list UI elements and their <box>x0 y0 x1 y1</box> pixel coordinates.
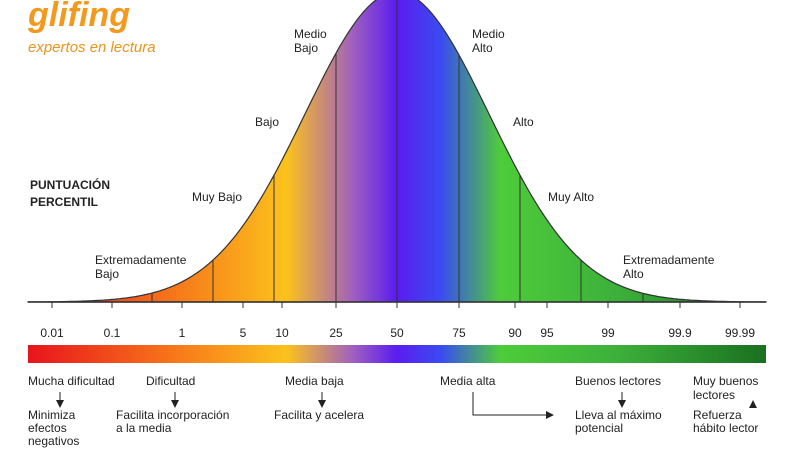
action-label: hábito lector <box>693 421 758 435</box>
band-label: Extremadamente <box>95 253 187 267</box>
band-label: Bajo <box>255 115 279 129</box>
percentile-label: 0.01 <box>40 326 64 340</box>
action-label: efectos <box>28 421 67 435</box>
band-label: Medio <box>294 27 327 41</box>
level-label: Buenos lectores <box>575 374 661 388</box>
action-label: Facilita incorporación <box>116 408 229 422</box>
percentile-label: 99.9 <box>668 326 692 340</box>
level-label: lectores <box>693 388 735 402</box>
level-label: Media alta <box>440 374 496 388</box>
percentile-label: 25 <box>329 326 343 340</box>
level-label: Muy buenos <box>693 374 758 388</box>
level-label: Mucha dificultad <box>28 374 115 388</box>
percentile-label: 99.99 <box>725 326 755 340</box>
logo: glifing <box>27 0 130 34</box>
action-label: Lleva al máximo <box>575 408 662 422</box>
percentile-label: 95 <box>540 326 554 340</box>
percentile-label: 75 <box>452 326 466 340</box>
arrow <box>472 392 554 419</box>
percentile-label: 99 <box>601 326 615 340</box>
action-label: potencial <box>575 421 623 435</box>
band-label: Bajo <box>95 267 119 281</box>
action-label: Refuerza <box>693 408 742 422</box>
color-bar <box>28 345 766 363</box>
band-label: Extremadamente <box>623 253 715 267</box>
band-label: Muy Bajo <box>192 190 242 204</box>
action-label: Facilita y acelera <box>274 408 364 422</box>
level-label: Media baja <box>285 374 344 388</box>
percentile-label: 10 <box>275 326 289 340</box>
band-label: Alto <box>472 41 493 55</box>
level-label: Dificultad <box>146 374 195 388</box>
percentile-label: 0.1 <box>104 326 121 340</box>
percentile-label: 5 <box>240 326 247 340</box>
action-label: a la media <box>116 421 172 435</box>
axis-title: PERCENTIL <box>30 195 98 209</box>
band-label: Muy Alto <box>548 190 594 204</box>
band-label: Alto <box>513 115 534 129</box>
band-label: Alto <box>623 267 644 281</box>
tagline: expertos en lectura <box>28 39 156 56</box>
band-label: Medio <box>472 27 505 41</box>
axis-title: PUNTUACIÓN <box>30 177 110 192</box>
percentile-label: 1 <box>179 326 186 340</box>
action-label: negativos <box>28 434 79 448</box>
percentile-label: 50 <box>390 326 404 340</box>
action-label: Minimiza <box>28 408 76 422</box>
band-label: Bajo <box>294 41 318 55</box>
percentile-label: 90 <box>508 326 522 340</box>
